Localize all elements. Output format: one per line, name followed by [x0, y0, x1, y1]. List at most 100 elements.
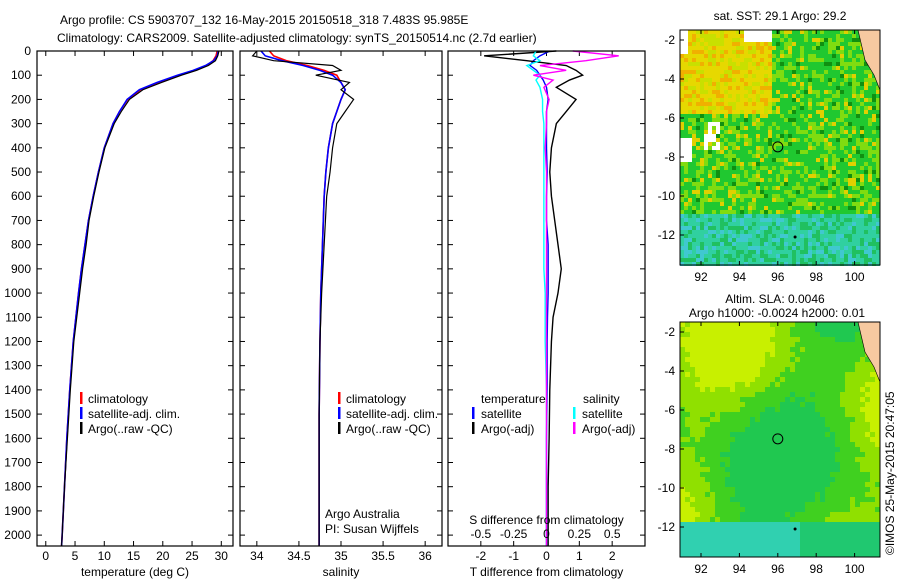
map-cell: [776, 46, 780, 50]
map-cell: [872, 222, 876, 226]
map-cell: [725, 357, 730, 362]
map-cell: [856, 42, 860, 46]
map-cell: [730, 362, 735, 367]
map-cell: [848, 202, 852, 206]
map-cell: [780, 82, 784, 86]
map-cell: [828, 182, 832, 186]
map-cell: [692, 150, 696, 154]
map-cell: [720, 62, 724, 66]
map-cell: [688, 138, 692, 142]
map-cell: [704, 106, 708, 110]
map-cell: [815, 462, 820, 467]
map-cell: [845, 407, 850, 412]
map-cell: [864, 258, 868, 262]
map-cell: [724, 242, 728, 246]
map-cell: [860, 150, 864, 154]
map-cell: [796, 230, 800, 234]
map-cell: [740, 497, 745, 502]
map-cell: [864, 166, 868, 170]
map-cell: [776, 106, 780, 110]
map-cell: [784, 62, 788, 66]
map-cell: [744, 138, 748, 142]
map-cell: [720, 517, 725, 522]
map-cell: [710, 402, 715, 407]
map-cell: [692, 110, 696, 114]
map-cell: [690, 532, 695, 537]
map-cell: [790, 497, 795, 502]
map-cell: [690, 437, 695, 442]
map-cell: [716, 58, 720, 62]
map-cell: [760, 347, 765, 352]
map-cell: [845, 372, 850, 377]
map-cell: [736, 154, 740, 158]
map-cell: [755, 502, 760, 507]
x-tick-label: 0: [543, 549, 550, 563]
map-cell: [748, 218, 752, 222]
series-line-satellite-adj-clim-: [60, 50, 220, 547]
map-cell: [680, 162, 684, 166]
map-cell: [745, 322, 750, 327]
map-cell: [836, 242, 840, 246]
map-cell: [845, 497, 850, 502]
map-cell: [870, 397, 875, 402]
map-cell: [705, 352, 710, 357]
legend-label: satellite: [582, 407, 623, 421]
map-cell: [812, 30, 816, 34]
map-cell: [830, 332, 835, 337]
map-cell: [850, 462, 855, 467]
map-cell: [820, 447, 825, 452]
map-cell: [784, 246, 788, 250]
map-cell: [745, 377, 750, 382]
map-cell: [700, 427, 705, 432]
map-cell: [720, 477, 725, 482]
map-cell: [724, 250, 728, 254]
map-cell: [784, 238, 788, 242]
map-cell: [705, 332, 710, 337]
map-cell: [690, 402, 695, 407]
map-cell: [784, 194, 788, 198]
map-cell: [744, 30, 748, 34]
map-cell: [756, 70, 760, 74]
map-cell: [816, 222, 820, 226]
map-cell: [800, 462, 805, 467]
map-cell: [700, 437, 705, 442]
map-cell: [840, 242, 844, 246]
map-cell: [872, 98, 876, 102]
map-cell: [848, 86, 852, 90]
map-cell: [820, 427, 825, 432]
map-cell: [704, 238, 708, 242]
map-cell: [704, 202, 708, 206]
map-cell: [692, 118, 696, 122]
map-cell: [700, 118, 704, 122]
map-cell: [752, 142, 756, 146]
map-cell: [760, 492, 765, 497]
map-cell: [792, 150, 796, 154]
map-cell: [792, 178, 796, 182]
map-cell: [805, 522, 810, 527]
map-cell: [760, 322, 765, 327]
map-cell: [748, 234, 752, 238]
map-cell: [744, 158, 748, 162]
map-cell: [780, 86, 784, 90]
map-cell: [800, 130, 804, 134]
map-cell: [692, 226, 696, 230]
map-cell: [855, 497, 860, 502]
map-cell: [876, 118, 880, 122]
map-cell: [680, 58, 684, 62]
map-cell: [752, 214, 756, 218]
map-cell: [688, 134, 692, 138]
map-cell: [728, 134, 732, 138]
map-cell: [716, 230, 720, 234]
map-cell: [764, 166, 768, 170]
lat-tick-label: -10: [658, 189, 676, 203]
map-cell: [690, 452, 695, 457]
map-cell: [815, 362, 820, 367]
depth-tick-label: 200: [11, 92, 31, 106]
depth-tick-label: 400: [11, 141, 31, 155]
map-cell: [804, 226, 808, 230]
map-cell: [755, 497, 760, 502]
map-cell: [856, 194, 860, 198]
map-cell: [836, 182, 840, 186]
map-cell: [824, 194, 828, 198]
map-cell: [796, 218, 800, 222]
